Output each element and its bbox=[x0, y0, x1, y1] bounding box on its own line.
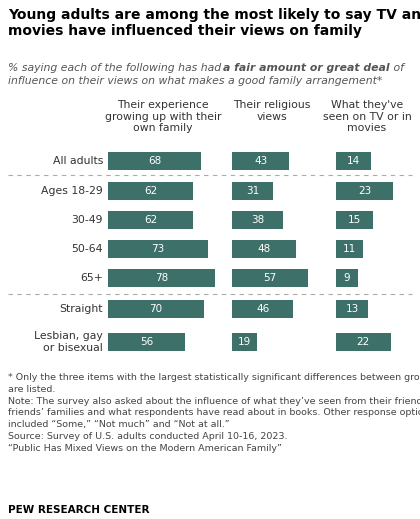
Text: PEW RESEARCH CENTER: PEW RESEARCH CENTER bbox=[8, 505, 150, 515]
Text: Their religious
views: Their religious views bbox=[234, 100, 311, 121]
Text: What they've
seen on TV or in
movies: What they've seen on TV or in movies bbox=[323, 100, 411, 133]
Text: influence on their views on what makes a good family arrangement*: influence on their views on what makes a… bbox=[8, 76, 382, 86]
Text: 13: 13 bbox=[346, 304, 359, 314]
Text: 65+: 65+ bbox=[80, 273, 103, 283]
Text: Straight: Straight bbox=[60, 304, 103, 314]
Text: 78: 78 bbox=[155, 273, 168, 283]
Text: Young adults are among the most likely to say TV and
movies have influenced thei: Young adults are among the most likely t… bbox=[8, 8, 420, 38]
Text: 62: 62 bbox=[144, 186, 157, 196]
Text: 48: 48 bbox=[257, 244, 270, 254]
Text: 57: 57 bbox=[263, 273, 277, 283]
Text: 30-49: 30-49 bbox=[71, 215, 103, 225]
Text: 23: 23 bbox=[358, 186, 371, 196]
Text: Lesbian, gay
or bisexual: Lesbian, gay or bisexual bbox=[34, 331, 103, 353]
Text: 73: 73 bbox=[152, 244, 165, 254]
Text: All adults: All adults bbox=[52, 156, 103, 166]
Text: 9: 9 bbox=[344, 273, 350, 283]
Text: 11: 11 bbox=[343, 244, 356, 254]
Text: 46: 46 bbox=[256, 304, 269, 314]
Text: 15: 15 bbox=[348, 215, 361, 225]
Text: 14: 14 bbox=[347, 156, 360, 166]
Text: 70: 70 bbox=[150, 304, 163, 314]
Text: 31: 31 bbox=[246, 186, 259, 196]
Text: Ages 18-29: Ages 18-29 bbox=[41, 186, 103, 196]
Text: 56: 56 bbox=[140, 337, 153, 347]
Text: a fair amount or great deal: a fair amount or great deal bbox=[223, 63, 390, 73]
Text: Their experience
growing up with their
own family: Their experience growing up with their o… bbox=[105, 100, 221, 133]
Text: of: of bbox=[390, 63, 404, 73]
Text: 38: 38 bbox=[251, 215, 264, 225]
Text: 62: 62 bbox=[144, 215, 157, 225]
Text: 22: 22 bbox=[357, 337, 370, 347]
Text: 68: 68 bbox=[148, 156, 161, 166]
Text: * Only the three items with the largest statistically significant differences be: * Only the three items with the largest … bbox=[8, 373, 420, 453]
Text: 19: 19 bbox=[238, 337, 251, 347]
Text: 43: 43 bbox=[254, 156, 267, 166]
Text: 50-64: 50-64 bbox=[71, 244, 103, 254]
Text: % saying each of the following has had: % saying each of the following has had bbox=[8, 63, 225, 73]
